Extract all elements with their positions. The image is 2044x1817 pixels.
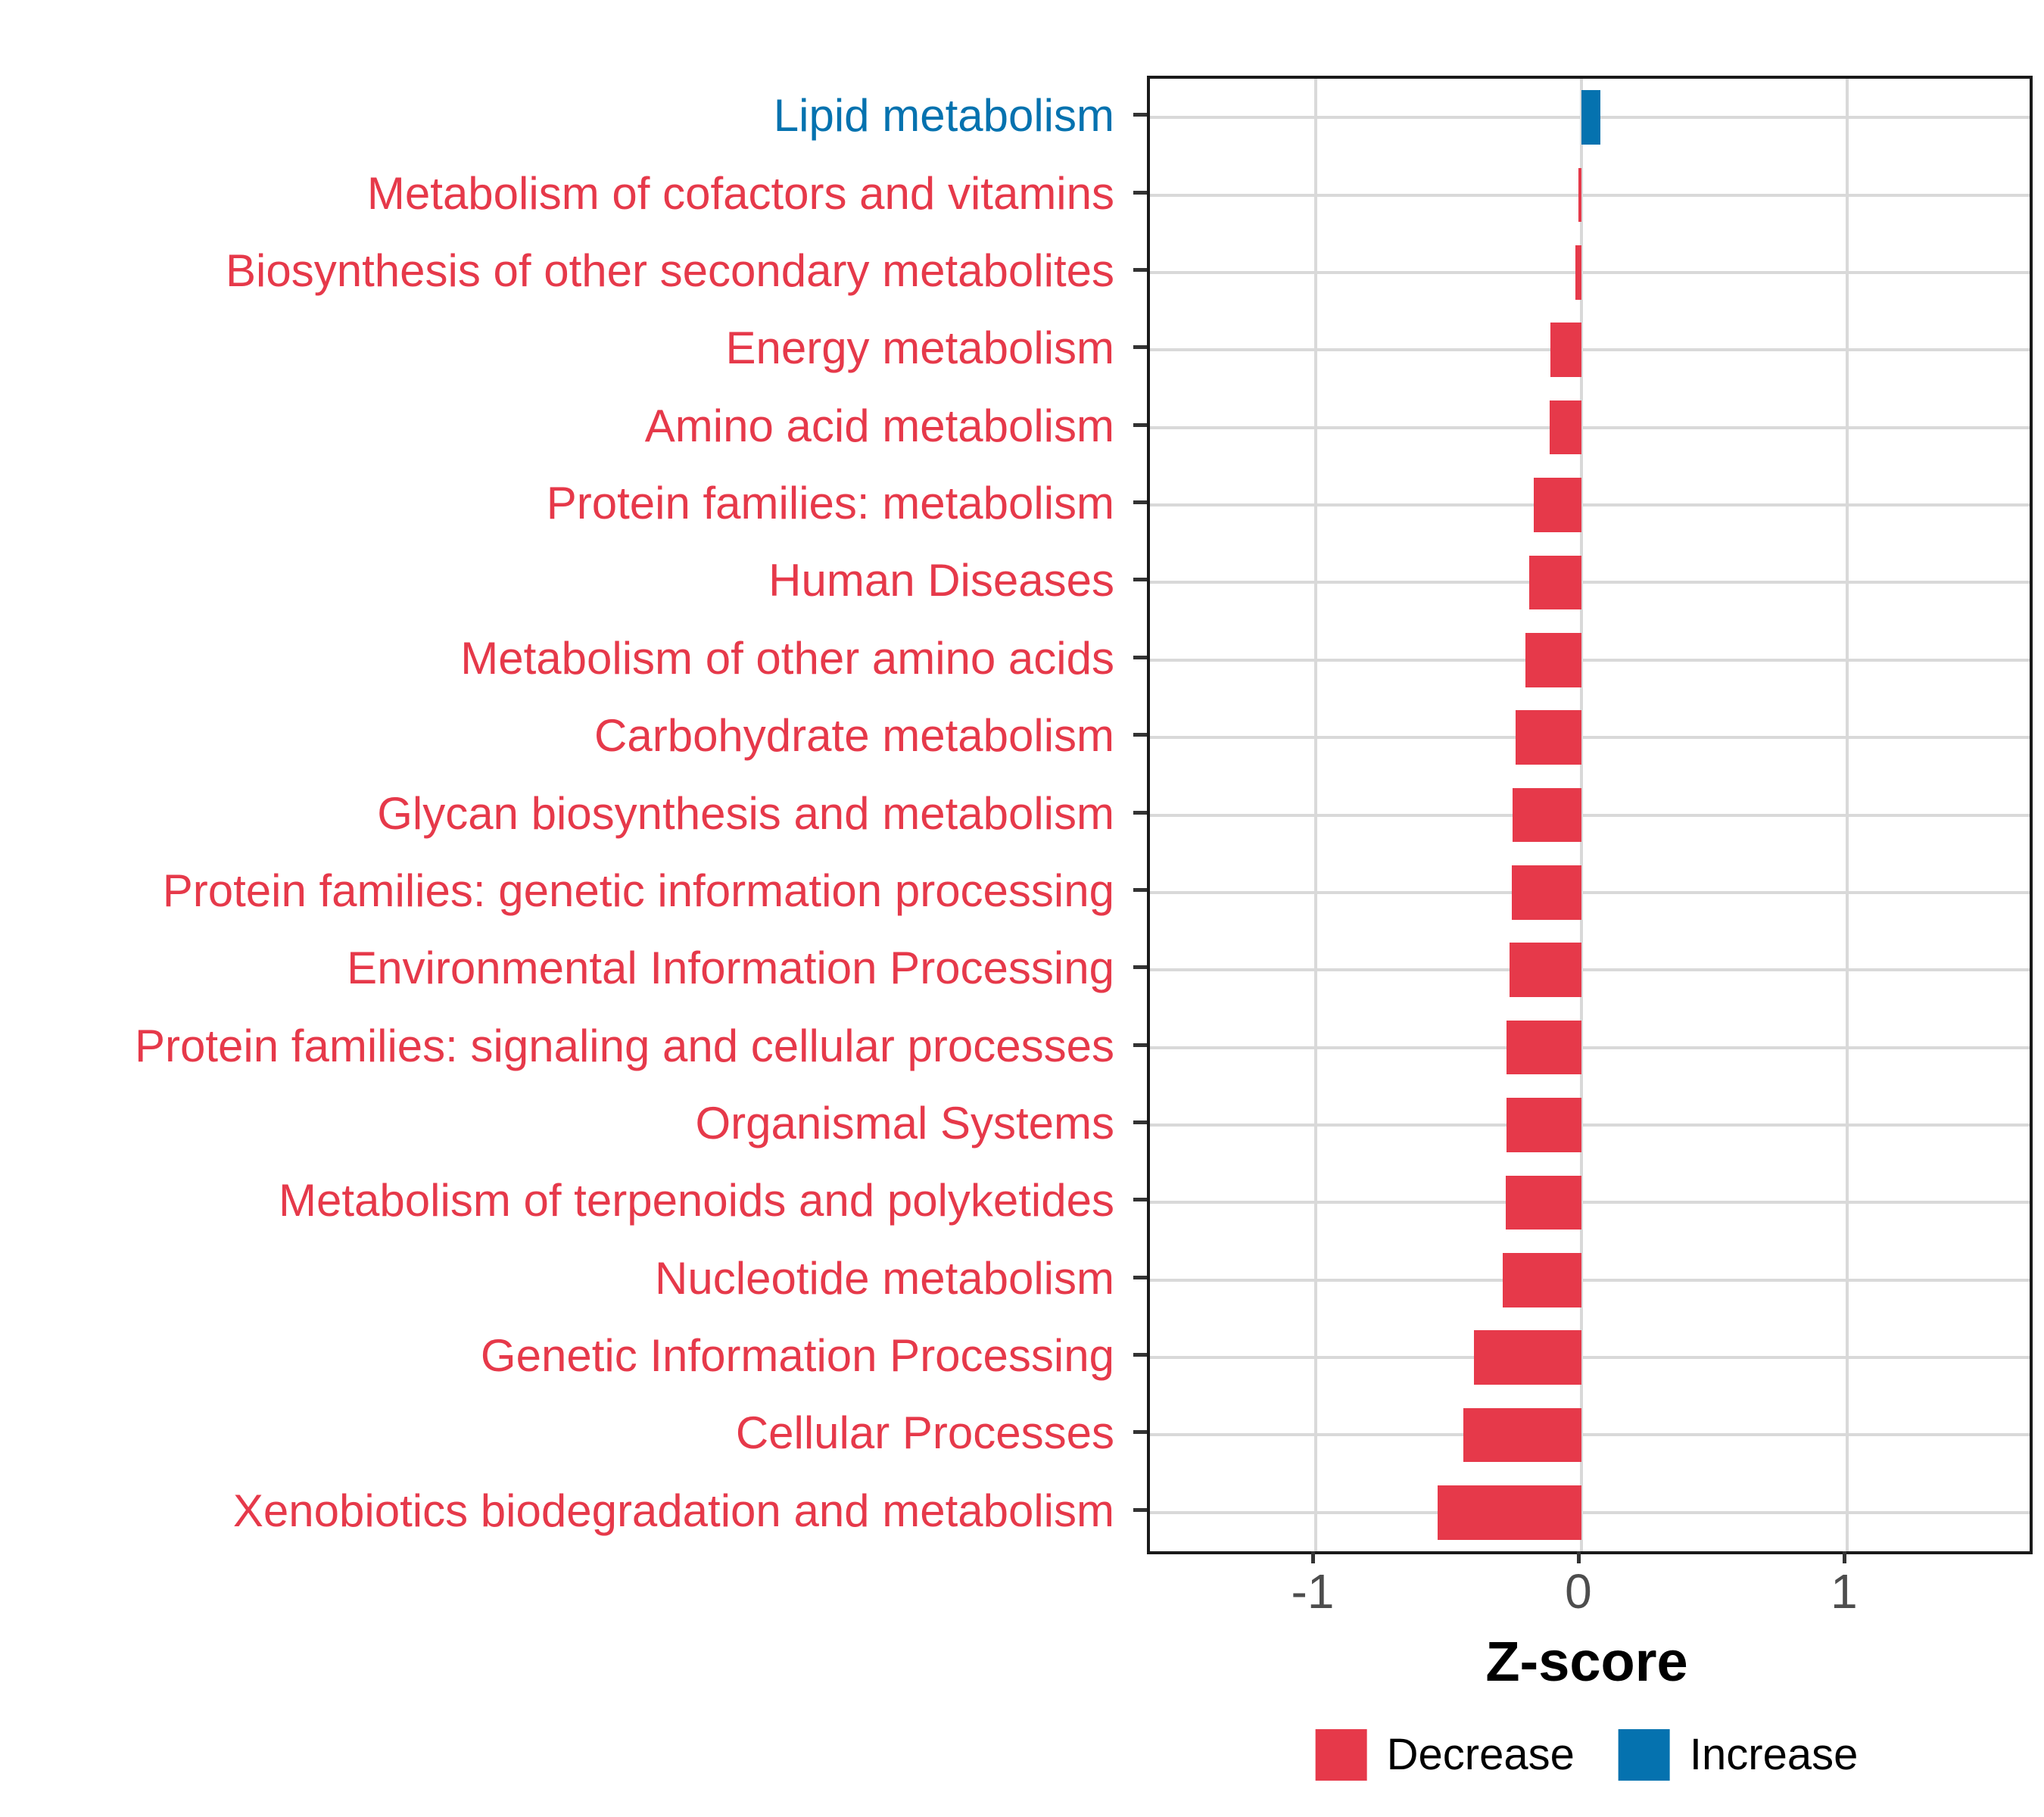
gridline-horizontal: [1150, 1510, 2030, 1514]
y-tick-mark: [1133, 655, 1147, 659]
bar: [1581, 90, 1601, 145]
bar: [1503, 1252, 1581, 1307]
gridline-horizontal: [1150, 1046, 2030, 1049]
gridline-horizontal: [1150, 658, 2030, 662]
y-axis-label: Organismal Systems: [695, 1097, 1114, 1148]
gridline-vertical: [1845, 79, 1849, 1551]
y-axis-label: Carbohydrate metabolism: [594, 710, 1114, 762]
y-axis-label: Lipid metabolism: [773, 90, 1114, 142]
bar: [1463, 1407, 1581, 1463]
bar: [1533, 478, 1581, 532]
bar: [1528, 555, 1581, 610]
bar: [1511, 865, 1581, 920]
gridline-horizontal: [1150, 1433, 2030, 1437]
y-tick-mark: [1133, 345, 1147, 350]
x-tick-mark: [1310, 1551, 1315, 1563]
y-axis-label: Xenobiotics biodegradation and metabolis…: [232, 1485, 1114, 1536]
x-tick-mark: [1842, 1551, 1846, 1563]
bar: [1438, 1485, 1581, 1540]
plot-panel: [1147, 76, 2033, 1554]
bar: [1509, 943, 1581, 998]
legend-swatch: [1315, 1729, 1367, 1781]
y-tick-mark: [1133, 887, 1147, 892]
x-tick-mark: [1576, 1551, 1581, 1563]
y-tick-mark: [1133, 500, 1147, 505]
y-tick-mark: [1133, 733, 1147, 737]
y-axis-label: Metabolism of other amino acids: [460, 632, 1114, 684]
bar: [1515, 710, 1581, 765]
y-tick-mark: [1133, 1430, 1147, 1435]
y-axis-label: Human Diseases: [768, 555, 1114, 606]
y-tick-mark: [1133, 1507, 1147, 1512]
y-axis-label: Protein families: genetic information pr…: [162, 865, 1114, 916]
legend-item-increase: Increase: [1618, 1729, 1859, 1781]
legend-swatch: [1618, 1729, 1670, 1781]
y-tick-mark: [1133, 578, 1147, 582]
y-axis-label: Biosynthesis of other secondary metaboli…: [226, 245, 1114, 296]
gridline-horizontal: [1150, 890, 2030, 894]
y-axis-label: Nucleotide metabolism: [655, 1252, 1114, 1304]
bar: [1578, 167, 1581, 223]
y-axis-label: Environmental Information Processing: [347, 943, 1114, 994]
x-axis-title: Z-score: [1485, 1630, 1688, 1693]
bar: [1513, 787, 1581, 843]
gridline-horizontal: [1150, 503, 2030, 507]
y-tick-mark: [1133, 422, 1147, 427]
bar: [1505, 1175, 1581, 1230]
legend-label: Decrease: [1386, 1730, 1575, 1779]
gridline-horizontal: [1150, 736, 2030, 740]
legend-label: Increase: [1689, 1730, 1859, 1779]
bar: [1549, 400, 1581, 455]
legend: Decrease Increase: [1315, 1729, 1859, 1781]
x-tick-label: 1: [1831, 1564, 1858, 1619]
bar: [1575, 245, 1581, 300]
bar: [1506, 1020, 1581, 1075]
y-axis-label: Energy metabolism: [725, 323, 1114, 374]
y-tick-mark: [1133, 1120, 1147, 1124]
y-axis-labels: Lipid metabolism Metabolism of cofactors …: [0, 76, 1114, 1548]
y-tick-mark: [1133, 810, 1147, 815]
y-tick-mark: [1133, 267, 1147, 272]
gridline-horizontal: [1150, 968, 2030, 972]
gridline-horizontal: [1150, 348, 2030, 352]
y-axis-label: Metabolism of terpenoids and polyketides: [279, 1175, 1114, 1226]
gridline-horizontal: [1150, 1278, 2030, 1282]
bar: [1473, 1330, 1581, 1385]
y-axis-label: Protein families: signaling and cellular…: [135, 1020, 1114, 1071]
y-tick-mark: [1133, 1353, 1147, 1357]
x-tick-label: -1: [1291, 1564, 1335, 1619]
y-tick-mark: [1133, 1198, 1147, 1202]
y-axis-label: Cellular Processes: [735, 1407, 1114, 1459]
y-tick-mark: [1133, 1043, 1147, 1047]
gridline-horizontal: [1150, 813, 2030, 817]
gridline-horizontal: [1150, 1201, 2030, 1205]
gridline-horizontal: [1150, 193, 2030, 197]
gridline-horizontal: [1150, 270, 2030, 274]
gridline-horizontal: [1150, 425, 2030, 429]
y-axis-label: Genetic Information Processing: [480, 1330, 1114, 1382]
y-tick-mark: [1133, 113, 1147, 117]
bar: [1525, 632, 1581, 687]
gridline-vertical: [1313, 79, 1317, 1551]
y-tick-mark: [1133, 1275, 1147, 1279]
y-axis-label: Amino acid metabolism: [644, 400, 1114, 451]
legend-item-decrease: Decrease: [1315, 1729, 1575, 1781]
bar: [1550, 323, 1581, 378]
x-tick-label: 0: [1565, 1564, 1592, 1619]
gridline-horizontal: [1150, 1123, 2030, 1127]
gridline-horizontal: [1150, 581, 2030, 584]
y-tick-mark: [1133, 190, 1147, 195]
y-axis-label: Glycan biosynthesis and metabolism: [377, 787, 1114, 839]
gridline-vertical: [1579, 79, 1583, 1551]
y-tick-mark: [1133, 965, 1147, 970]
bar: [1506, 1098, 1581, 1152]
gridline-horizontal: [1150, 1356, 2030, 1360]
y-axis-label: Metabolism of cofactors and vitamins: [366, 167, 1114, 219]
y-axis-label: Protein families: metabolism: [546, 478, 1114, 529]
